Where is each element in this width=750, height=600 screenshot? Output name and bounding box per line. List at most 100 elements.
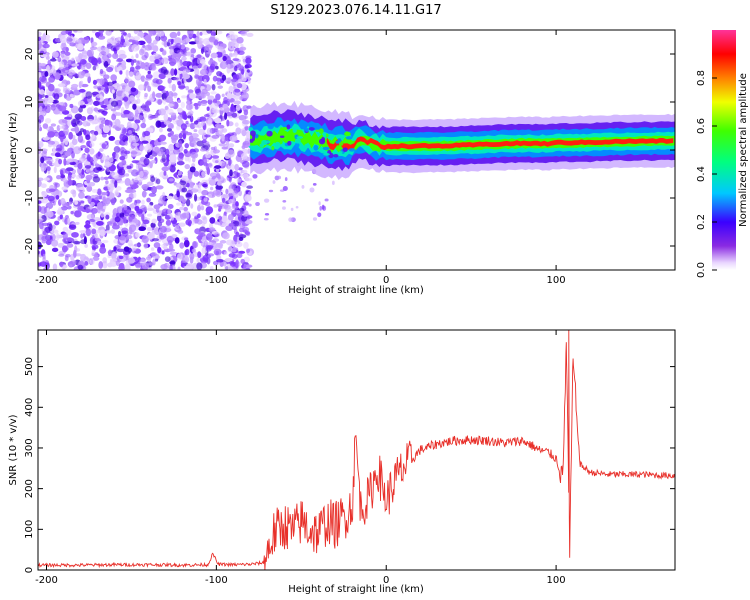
spectrogram-noise-cell — [145, 107, 150, 112]
spectrogram-noise-cell — [119, 70, 123, 75]
spectrogram-noise-cell — [154, 59, 160, 65]
spectrogram-noise-cell — [185, 85, 190, 91]
spectrogram-noise-cell — [134, 205, 140, 212]
spectrogram-noise-cell — [159, 225, 167, 233]
spectrogram-noise-cell — [54, 220, 60, 226]
spectrogram-noise-cell — [221, 93, 225, 98]
spectrogram-noise-cell — [71, 57, 75, 62]
spectrogram-noise-cell — [282, 206, 286, 210]
spectrogram-noise-cell — [207, 117, 213, 126]
spectrogram-noise-cell — [202, 38, 210, 45]
colorbar-ticks: 0.0 0.2 0.4 0.6 0.8 — [696, 70, 717, 278]
spectrogram-noise-cell — [91, 228, 97, 235]
spectrogram-noise-cell — [45, 202, 54, 210]
spectrogram-noise-cell — [144, 35, 152, 42]
spectrogram-noise-cell — [161, 90, 167, 94]
spectrogram-noise-cell — [177, 154, 184, 162]
spectrogram-noise-cell — [215, 30, 223, 35]
spectrogram-noise-cell — [227, 188, 234, 194]
spectrogram-noise-cell — [134, 199, 141, 204]
spectrogram-noise-cell — [264, 212, 270, 216]
spectrogram-noise-cell — [131, 135, 140, 143]
spectrogram-noise-cell — [46, 207, 50, 213]
spectrogram-noise-cell — [245, 57, 252, 65]
spectrogram-noise-cell — [179, 242, 185, 249]
spectrogram-noise-cell — [105, 214, 110, 220]
spectrogram-noise-cell — [179, 72, 183, 80]
spectrogram-noise-cell — [46, 96, 54, 104]
spectrogram-noise-cell — [118, 53, 127, 59]
spectrogram-noise-cell — [103, 176, 109, 180]
spectrogram-noise-cell — [194, 228, 201, 235]
spectrogram-ridge-blob — [267, 123, 274, 130]
spectrogram-noise-cell — [263, 198, 270, 203]
spectrogram-noise-cell — [105, 224, 110, 232]
spectrogram-noise-cell — [75, 174, 81, 180]
spectrogram-noise-cell — [159, 195, 166, 202]
spectrogram-noise-cell — [225, 207, 233, 213]
spectrogram-noise-cell — [200, 205, 205, 211]
spectrogram-noise-cell — [50, 239, 59, 247]
spectrogram-noise-cell — [77, 162, 83, 170]
spectrogram-noise-cell — [124, 85, 132, 93]
spectrogram-noise-cell — [46, 64, 50, 72]
spectrogram-noise-cell — [201, 63, 208, 71]
spectrogram-noise-cell — [41, 239, 47, 244]
colorbar-tick-label: 0.8 — [696, 70, 707, 86]
spectrogram-noise-cell — [244, 72, 250, 79]
spectrogram-noise-cell — [60, 52, 65, 58]
spectrogram-noise-cell — [211, 84, 216, 91]
spectrogram-noise-cell — [40, 183, 47, 189]
spectrogram-noise-cell — [46, 166, 51, 172]
spectrogram-noise-cell — [196, 54, 202, 59]
snr-x-label: Height of straight line (km) — [288, 584, 424, 595]
spectrogram-noise-cell — [148, 262, 155, 266]
spectrogram-noise-cell — [150, 159, 156, 164]
spectrogram-noise-cell — [207, 193, 213, 198]
spectrogram-noise-cell — [73, 260, 77, 265]
spectrogram-noise-cell — [238, 114, 247, 121]
spectrogram-noise-cell — [115, 42, 120, 51]
spectrogram-noise-cell — [144, 51, 149, 59]
spectrogram-noise-cell — [149, 115, 157, 119]
colorbar-tick-label: 0.2 — [696, 214, 707, 230]
spectrogram-noise-cell — [84, 72, 91, 78]
spectrogram-noise-cell — [168, 143, 175, 152]
spectrogram-noise-cell — [246, 185, 253, 189]
spectrogram-noise-cell — [217, 181, 222, 186]
spectrogram-noise-cell — [218, 205, 223, 210]
spectrogram-noise-cell — [169, 112, 177, 116]
spectrogram-noise-cell — [67, 119, 71, 127]
spectrogram-y-tick-label: 0 — [24, 147, 35, 153]
spectrogram-noise-cell — [105, 180, 109, 185]
spectrogram-noise-cell — [150, 176, 156, 183]
spectrogram-noise-cell — [38, 76, 47, 82]
snr-panel: -200 -100 0 100 0 100 200 300 400 500 Height of … — [8, 329, 676, 595]
spectrogram-noise-cell — [183, 206, 188, 212]
spectrogram-noise-cell — [228, 52, 233, 58]
spectrogram-noise-cell — [74, 221, 80, 225]
spectrogram-noise-cell — [92, 176, 101, 183]
spectrogram-noise-cell — [80, 115, 87, 121]
spectrogram-noise-cell — [88, 182, 96, 187]
spectrogram-noise-cell — [202, 216, 208, 225]
spectrogram-noise-cell — [210, 91, 217, 95]
spectrogram-noise-cell — [226, 111, 233, 117]
spectrogram-noise-cell — [212, 149, 221, 154]
spectrogram-noise-cell — [105, 104, 113, 110]
spectrogram-noise-cell — [54, 152, 61, 158]
spectrogram-noise-cell — [47, 83, 55, 92]
spectrogram-noise-cell — [145, 74, 153, 79]
spectrogram-noise-cell — [87, 75, 91, 84]
spectrogram-noise-cell — [240, 258, 246, 264]
spectrogram-noise-cell — [206, 253, 215, 257]
spectrogram-noise-cell — [221, 146, 229, 150]
spectrogram-noise-cell — [146, 197, 151, 203]
spectrogram-noise-cell — [109, 258, 118, 263]
spectrogram-noise-cell — [158, 218, 165, 224]
spectrogram-noise-cell — [201, 157, 208, 166]
spectrogram-noise-cell — [205, 44, 213, 52]
spectrogram-noise-cell — [98, 30, 105, 34]
spectrogram-noise-cell — [139, 31, 144, 39]
spectrogram-noise-cell — [187, 89, 194, 93]
